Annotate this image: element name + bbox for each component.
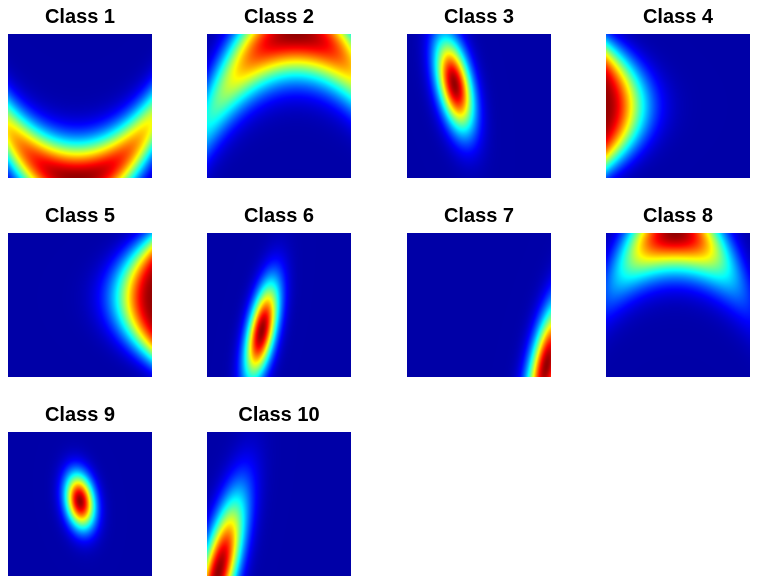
panel-title: Class 9	[44, 404, 116, 426]
panel-class-7: Class 7	[407, 199, 551, 377]
panel-class-6: Class 6	[207, 199, 351, 377]
heatmap-class-6	[207, 233, 351, 377]
panel-title: Class 5	[44, 205, 116, 227]
heatmap-class-2	[207, 34, 351, 178]
panel-class-5: Class 5	[8, 199, 152, 377]
heatmap-class-8	[606, 233, 750, 377]
heatmap-class-3	[407, 34, 551, 178]
panel-title: Class 1	[44, 6, 116, 28]
panel-title: Class 6	[243, 205, 315, 227]
heatmap-class-7	[407, 233, 551, 377]
panel-class-10: Class 10	[207, 398, 351, 576]
panel-class-3: Class 3	[407, 0, 551, 178]
heatmap-class-1	[8, 34, 152, 178]
panel-class-9: Class 9	[8, 398, 152, 576]
heatmap-class-10	[207, 432, 351, 576]
panel-title: Class 10	[238, 404, 320, 426]
heatmap-class-9	[8, 432, 152, 576]
heatmap-class-5	[8, 233, 152, 377]
panel-class-8: Class 8	[606, 199, 750, 377]
panel-title: Class 2	[243, 6, 315, 28]
panel-class-1: Class 1	[8, 0, 152, 178]
panel-title: Class 3	[443, 6, 515, 28]
panel-title: Class 8	[642, 205, 714, 227]
panel-class-4: Class 4	[606, 0, 750, 178]
panel-title: Class 7	[443, 205, 515, 227]
heatmap-class-4	[606, 34, 750, 178]
panel-class-2: Class 2	[207, 0, 351, 178]
panel-title: Class 4	[642, 6, 714, 28]
